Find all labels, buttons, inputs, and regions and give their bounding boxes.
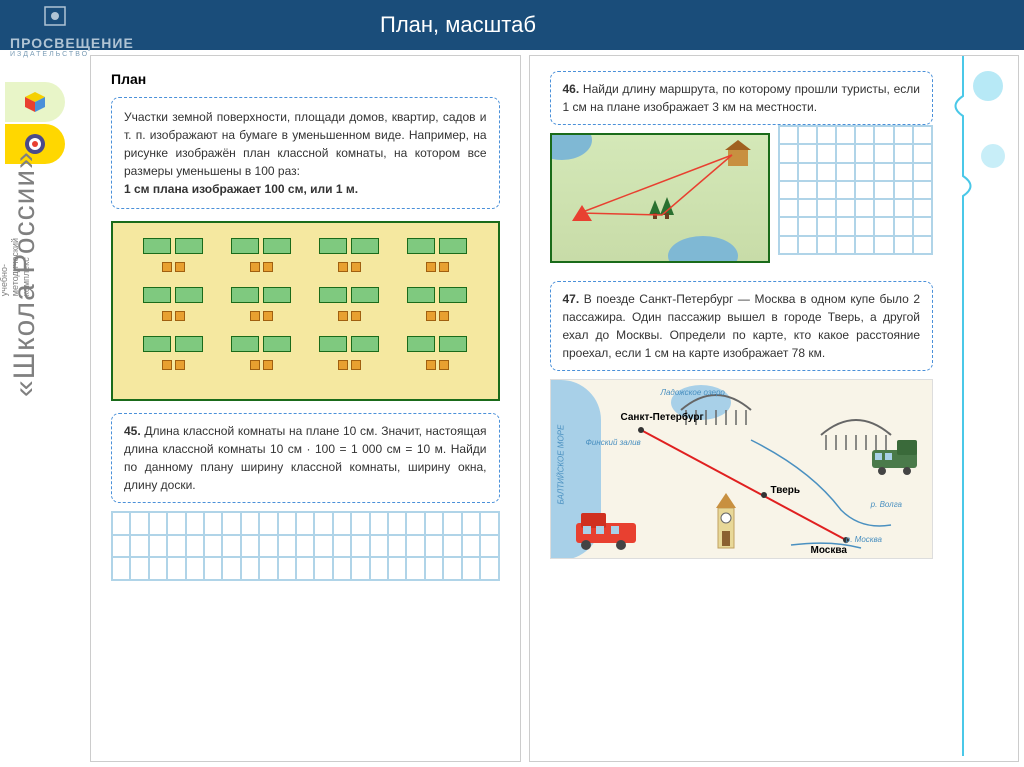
grid-paper [778, 125, 934, 255]
puzzle-decoration [943, 56, 1018, 761]
train-icon [867, 435, 927, 485]
task-text: В поезде Санкт-Петербург — Москва в одно… [563, 292, 921, 360]
water-label: Финский залив [586, 438, 641, 447]
task-text: Найди длину маршрута, по которому прошли… [563, 82, 921, 114]
page-title: План, масштаб [380, 12, 536, 38]
grid-paper [111, 511, 500, 581]
russia-map: Санкт-Петербург Тверь Москва Ладожское о… [550, 379, 934, 559]
chair-row [133, 360, 478, 370]
task-num: 46. [563, 82, 580, 96]
task-text: Длина классной комнаты на плане 10 см. З… [124, 424, 487, 492]
river-label: р. Москва [846, 535, 882, 544]
page-right: 46. Найди длину маршрута, по которому пр… [529, 55, 1020, 762]
water-label: БАЛТИЙСКОЕ МОРЕ [556, 425, 565, 505]
chair-row [133, 311, 478, 321]
tower-icon [706, 483, 746, 553]
desk-row [133, 238, 478, 254]
train-icon [571, 503, 651, 553]
page-left: План Участки земной поверхности, площади… [90, 55, 521, 762]
vertical-title: «Школа России» [8, 151, 42, 397]
classroom-plan [111, 221, 500, 401]
logo-brand: ПРОСВЕЩЕНИЕ [10, 35, 134, 51]
task-num: 45. [124, 424, 141, 438]
route-triangle [552, 135, 768, 261]
desk-row [133, 287, 478, 303]
desk-row [133, 336, 478, 352]
task-47: 47. В поезде Санкт-Петербург — Москва в … [550, 281, 934, 371]
task-num: 47. [563, 292, 580, 306]
logo: ПРОСВЕЩЕНИЕ ИЗДАТЕЛЬСТВО [10, 5, 134, 58]
section-title: План [111, 71, 500, 87]
content-area: План Участки земной поверхности, площади… [90, 55, 1019, 762]
intro-box: Участки земной поверхности, площади домо… [111, 97, 500, 209]
city-label-tver: Тверь [771, 485, 801, 496]
header-bar: План, масштаб [0, 0, 1024, 50]
chair-row [133, 262, 478, 272]
tourist-map [550, 133, 770, 263]
intro-bold: 1 см плана изображает 100 см, или 1 м. [124, 182, 358, 196]
task-45: 45. Длина классной комнаты на плане 10 с… [111, 413, 500, 503]
water-label: Ладожское озеро [661, 388, 725, 397]
sidebar-icon-1 [5, 82, 65, 122]
cube-icon [23, 90, 47, 114]
river-label: р. Волга [871, 500, 902, 509]
task-46: 46. Найди длину маршрута, по которому пр… [550, 71, 934, 125]
intro-text: Участки земной поверхности, площади домо… [124, 110, 487, 178]
city-dot [761, 492, 767, 498]
city-label-moscow: Москва [811, 545, 847, 556]
city-dot [638, 427, 644, 433]
city-label-spb: Санкт-Петербург [621, 412, 704, 423]
logo-icon [10, 5, 70, 30]
